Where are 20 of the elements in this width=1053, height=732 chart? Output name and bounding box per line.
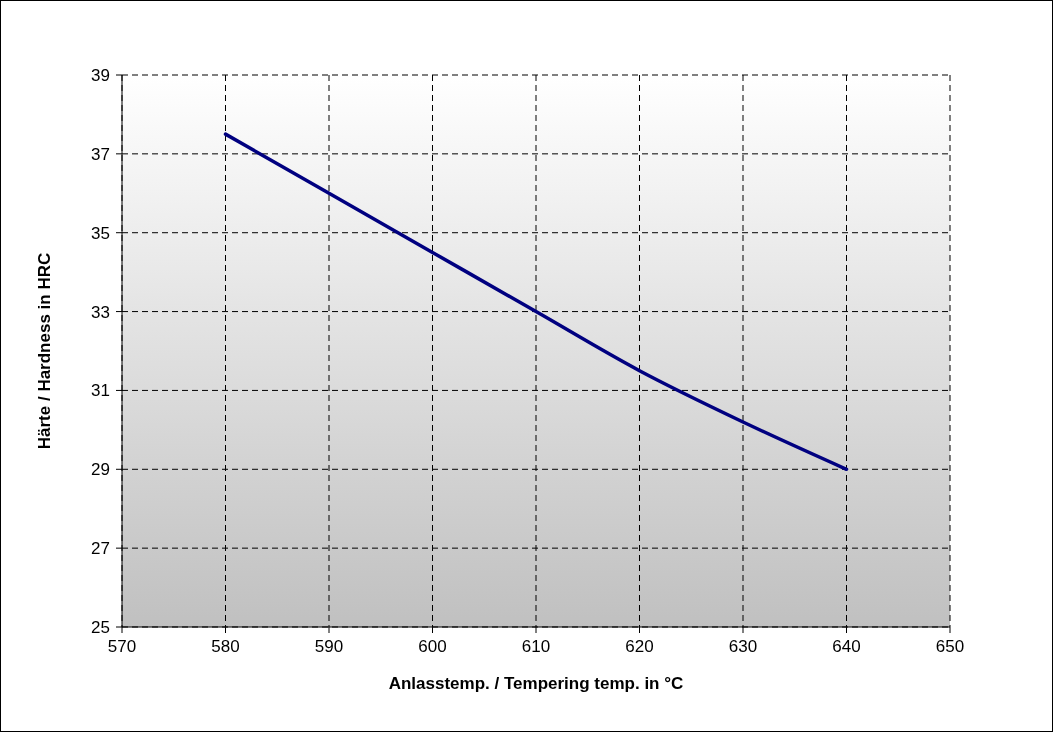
- y-tick-label: 35: [91, 223, 110, 243]
- y-tick-label: 39: [91, 66, 110, 85]
- y-axis-title: Härte / Hardness in HRC: [35, 252, 54, 450]
- x-tick-label: 570: [107, 637, 137, 656]
- x-tick-label: 580: [211, 637, 240, 656]
- y-tick-label: 25: [91, 618, 110, 637]
- x-tick-label: 600: [418, 637, 447, 656]
- x-tick-label: 650: [935, 637, 965, 656]
- x-tick-label: 590: [314, 637, 344, 656]
- y-tick-label: 31: [91, 381, 110, 401]
- x-tick-label: 640: [832, 637, 861, 656]
- line-series: [223, 132, 849, 472]
- y-tick-label: 27: [91, 539, 110, 559]
- x-axis-title: Anlasstemp. / Tempering temp. in °C: [388, 674, 684, 693]
- y-tick-label: 29: [91, 460, 110, 480]
- x-tick-label: 610: [521, 637, 551, 656]
- y-tick-label: 33: [91, 302, 110, 322]
- x-tick-label: 630: [728, 637, 758, 656]
- x-tick-label: 620: [625, 637, 654, 656]
- y-tick-label: 37: [91, 144, 110, 164]
